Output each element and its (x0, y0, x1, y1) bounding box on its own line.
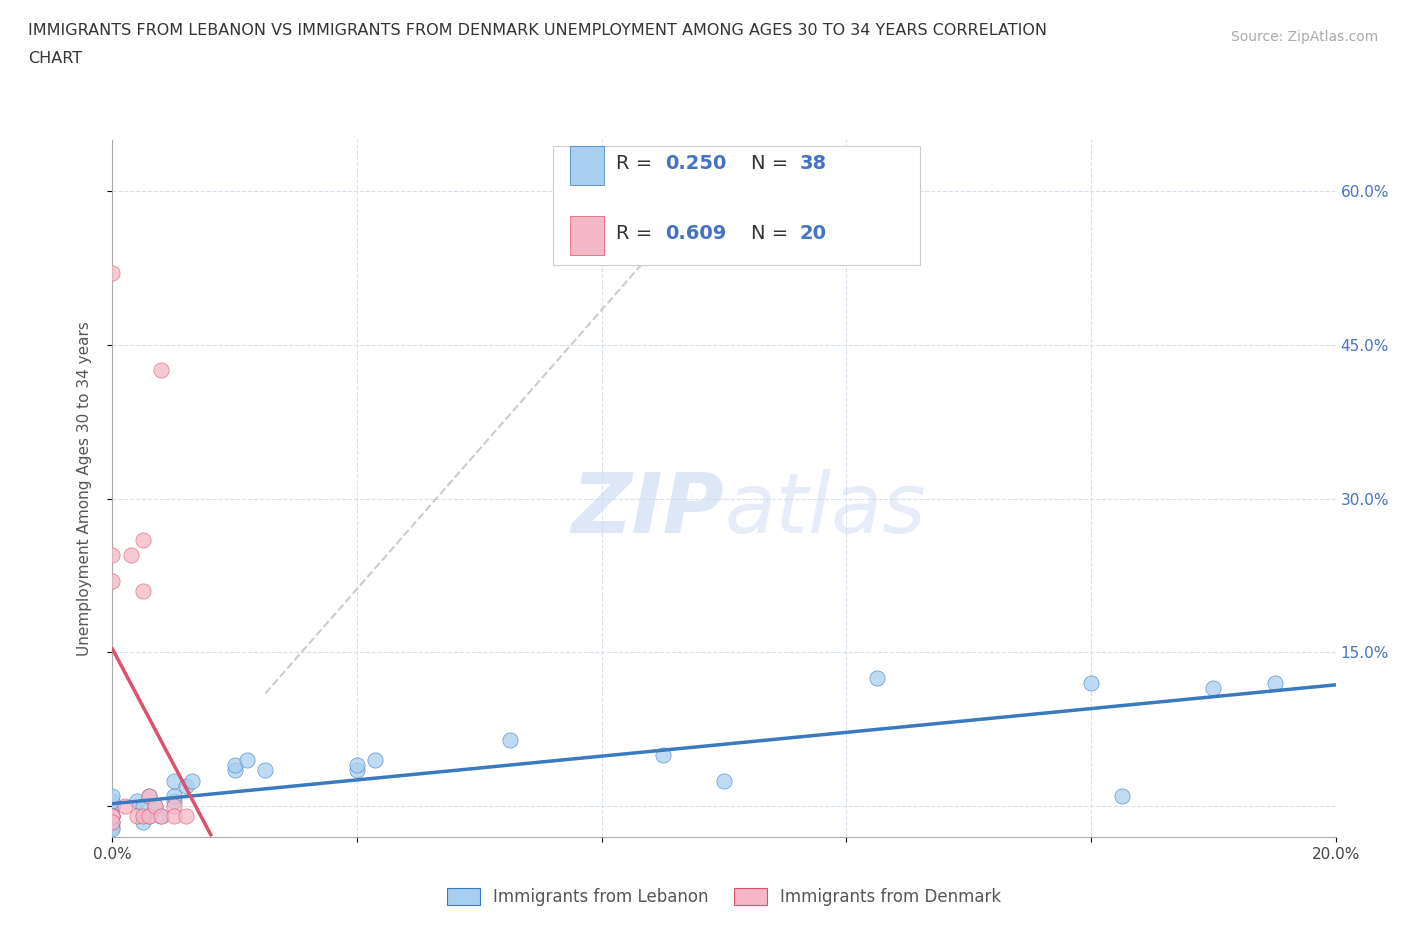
Point (132, 809, 155, 824)
Point (132, 809, 155, 824)
Point (132, 583, 155, 598)
FancyBboxPatch shape (569, 217, 605, 255)
Point (101, 814, 124, 829)
Point (138, 789, 160, 804)
Legend: Immigrants from Lebanon, Immigrants from Denmark: Immigrants from Lebanon, Immigrants from… (440, 881, 1008, 912)
Y-axis label: Unemployment Among Ages 30 to 34 years: Unemployment Among Ages 30 to 34 years (77, 321, 91, 656)
Point (236, 752, 259, 767)
Point (150, 809, 173, 824)
Point (150, 363, 173, 378)
Text: IMMIGRANTS FROM LEBANON VS IMMIGRANTS FROM DENMARK UNEMPLOYMENT AMONG AGES 30 TO: IMMIGRANTS FROM LEBANON VS IMMIGRANTS FR… (28, 23, 1047, 38)
Point (132, 799, 155, 814)
Point (181, 773, 204, 788)
Text: N =: N = (751, 154, 794, 173)
Point (138, 809, 160, 824)
Point (224, 763, 246, 777)
Point (224, 758, 246, 773)
Point (101, 799, 124, 814)
Text: 0.250: 0.250 (665, 154, 727, 173)
Point (1202, 681, 1225, 696)
Text: Source: ZipAtlas.com: Source: ZipAtlas.com (1230, 30, 1378, 44)
Point (101, 573, 124, 588)
Point (138, 809, 160, 824)
Point (114, 799, 136, 814)
Text: 38: 38 (800, 154, 827, 173)
Point (101, 793, 124, 808)
Point (1111, 789, 1133, 804)
Text: R =: R = (616, 154, 659, 173)
Point (174, 778, 197, 793)
Point (120, 548, 142, 563)
Point (254, 763, 277, 777)
Point (125, 809, 148, 824)
Text: CHART: CHART (28, 51, 82, 66)
Point (101, 265, 124, 280)
Point (652, 748, 675, 763)
Point (163, 793, 186, 808)
Point (163, 809, 186, 824)
Point (101, 799, 124, 814)
FancyBboxPatch shape (569, 147, 605, 185)
Text: R =: R = (616, 224, 659, 243)
Point (132, 814, 155, 829)
Point (174, 809, 197, 824)
Point (143, 799, 166, 814)
Point (101, 809, 124, 824)
Point (101, 809, 124, 824)
Text: ZIP: ZIP (571, 469, 724, 550)
Point (138, 789, 160, 804)
Point (1264, 676, 1286, 691)
Point (125, 793, 148, 808)
Point (1080, 676, 1102, 691)
Point (143, 799, 166, 814)
Point (346, 763, 368, 777)
Point (163, 799, 186, 814)
Point (101, 814, 124, 829)
Point (101, 809, 124, 824)
Point (101, 809, 124, 824)
Point (150, 809, 173, 824)
Point (499, 732, 522, 747)
Text: 20: 20 (800, 224, 827, 243)
Point (713, 773, 735, 788)
Text: N =: N = (751, 224, 794, 243)
Point (101, 821, 124, 836)
Point (866, 671, 889, 685)
Point (101, 819, 124, 834)
Point (364, 752, 387, 767)
Text: 0.609: 0.609 (665, 224, 727, 243)
Point (163, 773, 186, 788)
Point (101, 799, 124, 814)
Point (101, 789, 124, 804)
Point (132, 532, 155, 547)
Point (163, 789, 186, 804)
FancyBboxPatch shape (553, 147, 920, 265)
Text: atlas: atlas (724, 469, 925, 550)
Point (346, 758, 368, 773)
Point (101, 548, 124, 563)
